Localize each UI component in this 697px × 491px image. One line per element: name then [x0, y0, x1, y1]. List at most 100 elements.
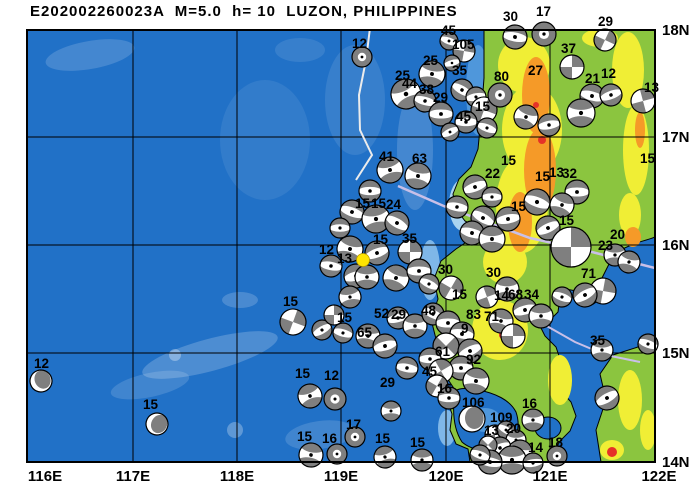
x-tick-label: 118E: [220, 468, 254, 485]
y-tick-label: 18N: [662, 22, 690, 39]
focal-mechanism: [500, 323, 526, 349]
focal-mechanism: [358, 179, 382, 203]
focal-mechanism: [351, 46, 373, 68]
depth-label: 15: [297, 429, 313, 444]
depth-label: 15: [375, 431, 391, 446]
focal-mechanism: [454, 110, 478, 134]
depth-label: 15: [475, 99, 491, 114]
focal-mechanism: [497, 445, 527, 475]
depth-label: 106: [462, 395, 485, 410]
event-title: E202002260023A M=5.0 h= 10 LUZON, PHILIP…: [30, 3, 458, 20]
focal-mechanism: [438, 275, 464, 301]
depth-label: 92: [466, 352, 481, 367]
depth-label: 16: [437, 381, 453, 396]
epicenter-marker: [356, 253, 370, 267]
epicenter-layer: [356, 253, 370, 267]
focal-mechanism: [594, 385, 620, 411]
y-axis-ticks: 18N 17N 16N 15N 14N: [662, 22, 690, 471]
focal-mechanism: [443, 54, 461, 72]
focal-mechanism: [395, 356, 419, 380]
focal-mechanism: [326, 443, 348, 465]
depth-label: 109: [490, 410, 513, 425]
focal-mechanism: [476, 117, 498, 139]
x-axis-ticks: 116E 117E 118E 119E 120E 121E 122E: [28, 468, 677, 485]
focal-mechanism: [440, 122, 460, 142]
depth-label: 22: [485, 166, 500, 181]
focal-mechanism: [458, 405, 486, 433]
focal-mechanism: [478, 225, 506, 253]
focal-mechanism: [487, 82, 513, 108]
focal-mechanism: [437, 386, 461, 410]
depth-label: 15: [452, 287, 468, 302]
depth-label: 15: [511, 199, 527, 214]
depth-label: 52: [374, 306, 389, 321]
depth-label: 13: [484, 423, 500, 438]
focal-mechanism: [344, 426, 366, 448]
depth-label: 71: [581, 266, 597, 281]
focal-mechanism: [445, 195, 469, 219]
depth-label: 23: [598, 238, 614, 253]
depth-label: 25: [423, 53, 439, 68]
focal-mechanism: [566, 98, 596, 128]
focal-mechanism: [462, 174, 488, 200]
depth-label: 45: [422, 364, 438, 379]
x-tick-label: 119E: [324, 468, 358, 485]
focal-mechanism: [380, 400, 402, 422]
depth-label: 32: [562, 166, 577, 181]
depth-label: 29: [391, 307, 406, 322]
depth-label: 14: [494, 288, 510, 303]
depth-label: 14: [528, 440, 544, 455]
focal-mechanism: [319, 254, 343, 278]
focal-mechanism: [531, 21, 557, 47]
depth-label: 9: [461, 321, 469, 336]
depth-label: 24: [386, 197, 402, 212]
focal-mechanism: [384, 210, 410, 236]
focal-mechanism: [469, 444, 491, 466]
focal-mechanism: [279, 308, 307, 336]
depth-label: 41: [379, 149, 395, 164]
depth-label: 12: [34, 356, 49, 371]
focal-mechanism: [372, 333, 398, 359]
focal-mechanism: [528, 303, 554, 329]
focal-mechanism: [410, 448, 434, 472]
depth-label: 17: [536, 4, 551, 19]
map-frame: [26, 29, 656, 463]
depth-label: 37: [561, 41, 576, 56]
focal-mechanism: [523, 188, 551, 216]
depth-label: 38: [419, 82, 435, 97]
y-tick-label: 14N: [662, 454, 690, 471]
y-tick-label: 15N: [662, 345, 690, 362]
depth-label: 61: [435, 344, 451, 359]
depth-label: 13: [644, 80, 660, 95]
focal-mechanism: [402, 313, 428, 339]
focal-mechanism: [599, 83, 623, 107]
y-tick-label: 16N: [662, 237, 690, 254]
focal-mechanism: [637, 333, 659, 355]
depth-label: 15: [337, 310, 353, 325]
depth-label: 48: [421, 303, 437, 318]
depth-label: 15: [559, 213, 575, 228]
focal-mechanism: [559, 54, 585, 80]
focal-mechanism: [397, 239, 423, 265]
focal-mechanism: [551, 286, 573, 308]
focal-mechanism: [452, 39, 476, 63]
focal-mechanism: [630, 88, 656, 114]
focal-mechanism: [470, 96, 498, 124]
focal-mechanism: [481, 186, 503, 208]
focal-mechanism: [354, 264, 380, 290]
x-tick-label: 122E: [641, 468, 676, 485]
depth-label: 30: [486, 265, 501, 280]
depth-label: 18: [548, 435, 564, 450]
depth-label: 44: [402, 76, 418, 91]
depth-label: 35: [590, 333, 606, 348]
focal-mechanism: [547, 190, 577, 220]
depth-label: 30: [438, 262, 453, 277]
y-tick-label: 17N: [662, 129, 690, 146]
depth-label: 20: [506, 421, 521, 436]
depth-label: 15: [410, 435, 426, 450]
depth-label: 20: [610, 227, 625, 242]
focal-mechanism: [572, 282, 598, 308]
